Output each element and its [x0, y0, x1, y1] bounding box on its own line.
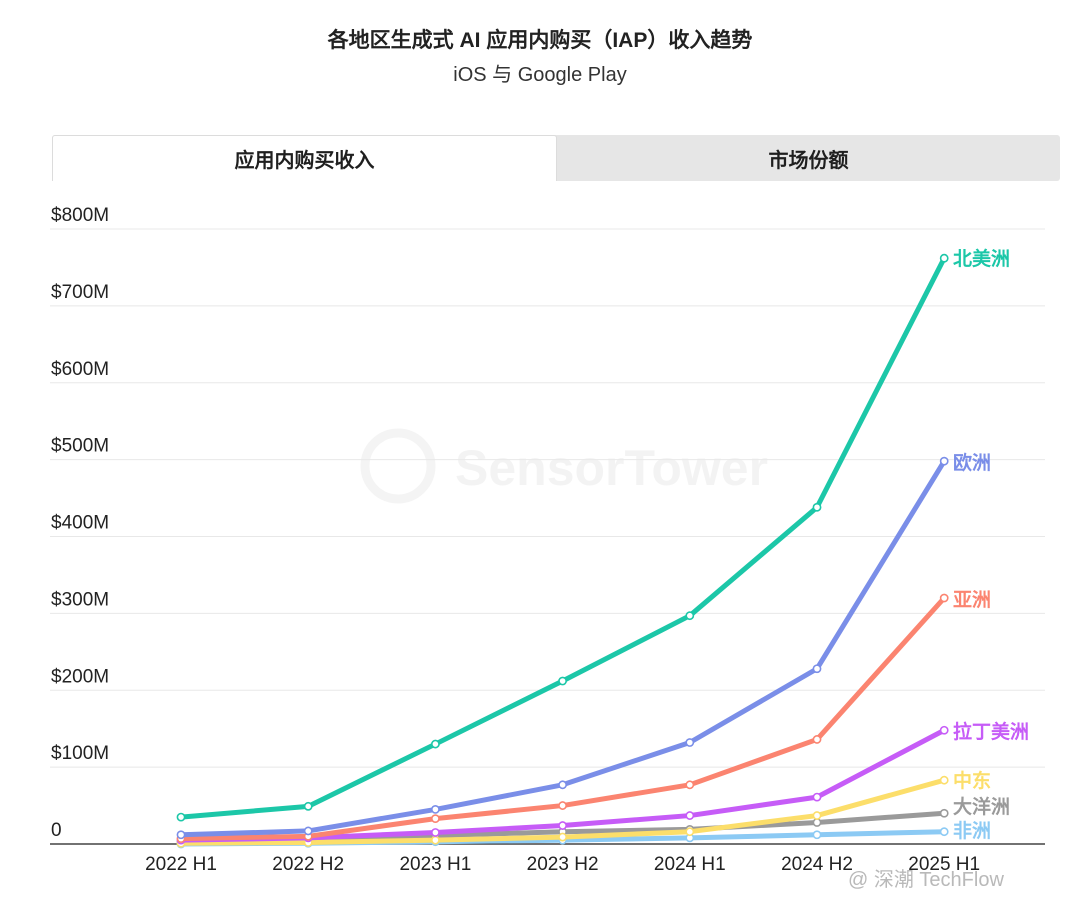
data-point [558, 676, 567, 686]
data-point [430, 828, 440, 837]
data-point [812, 792, 822, 802]
y-tick-label: 0 [51, 820, 62, 841]
data-point [812, 735, 822, 744]
data-point [685, 811, 695, 820]
y-tick-label: $400M [51, 513, 109, 534]
data-point [812, 811, 822, 820]
data-point [939, 253, 949, 263]
watermark-logo-icon [360, 428, 436, 504]
y-tick-label: $700M [51, 282, 109, 303]
data-point [939, 775, 949, 785]
data-point [558, 780, 567, 790]
data-point [939, 827, 949, 837]
x-tick-label: 2023 H1 [399, 854, 471, 875]
data-point [812, 502, 822, 512]
tab-iap-revenue[interactable]: 应用内购买收入 [52, 135, 557, 181]
data-point [939, 593, 949, 603]
data-point [558, 801, 567, 810]
y-tick-label: $500M [51, 436, 109, 457]
series-end-label: 非洲 [953, 820, 991, 842]
brand-watermark: SensorTower [455, 440, 768, 496]
data-point [303, 826, 313, 836]
corner-watermark: @ 深潮 TechFlow [848, 869, 1004, 891]
data-point [430, 814, 440, 824]
y-tick-label: $100M [51, 743, 109, 764]
data-point [176, 830, 186, 840]
x-tick-label: 2022 H2 [272, 854, 344, 875]
series-end-label: 中东 [953, 769, 991, 792]
x-tick-label: 2022 H1 [145, 854, 217, 875]
data-point [685, 738, 695, 747]
y-tick-label: $300M [51, 589, 109, 610]
data-point [558, 821, 567, 830]
x-tick-label: 2025 H1 [908, 854, 980, 875]
y-tick-label: $200M [51, 666, 109, 687]
x-tick-label: 2023 H2 [527, 854, 599, 875]
data-point [430, 835, 440, 845]
series-end-label: 拉丁美洲 [953, 720, 1029, 743]
data-point [685, 611, 695, 621]
x-tick-label: 2024 H2 [781, 854, 853, 875]
data-point [558, 832, 567, 842]
data-point [939, 456, 949, 466]
data-point [430, 739, 440, 749]
data-point [176, 812, 186, 822]
data-point [685, 827, 695, 837]
series-end-label: 北美洲 [953, 247, 1010, 270]
data-point [939, 808, 949, 818]
series-end-label: 欧洲 [953, 451, 991, 474]
series-end-label: 亚洲 [953, 589, 991, 611]
data-point [685, 780, 695, 790]
data-point [812, 664, 822, 674]
y-tick-label: $600M [51, 359, 109, 380]
series-line [178, 255, 947, 820]
series-line [178, 458, 947, 838]
x-tick-label: 2024 H1 [654, 854, 726, 875]
y-tick-label: $800M [51, 205, 109, 226]
data-point [303, 801, 313, 811]
data-point [430, 805, 440, 814]
chart-subtitle: iOS 与 Google Play [453, 64, 627, 86]
series-end-label: 大洋洲 [953, 795, 1010, 818]
tab-bar: 应用内购买收入 市场份额 [52, 135, 1060, 181]
data-point [939, 725, 949, 735]
chart-title: 各地区生成式 AI 应用内购买（IAP）收入趋势 [327, 29, 753, 52]
tab-market-share[interactable]: 市场份额 [768, 149, 849, 172]
data-point [812, 830, 822, 840]
